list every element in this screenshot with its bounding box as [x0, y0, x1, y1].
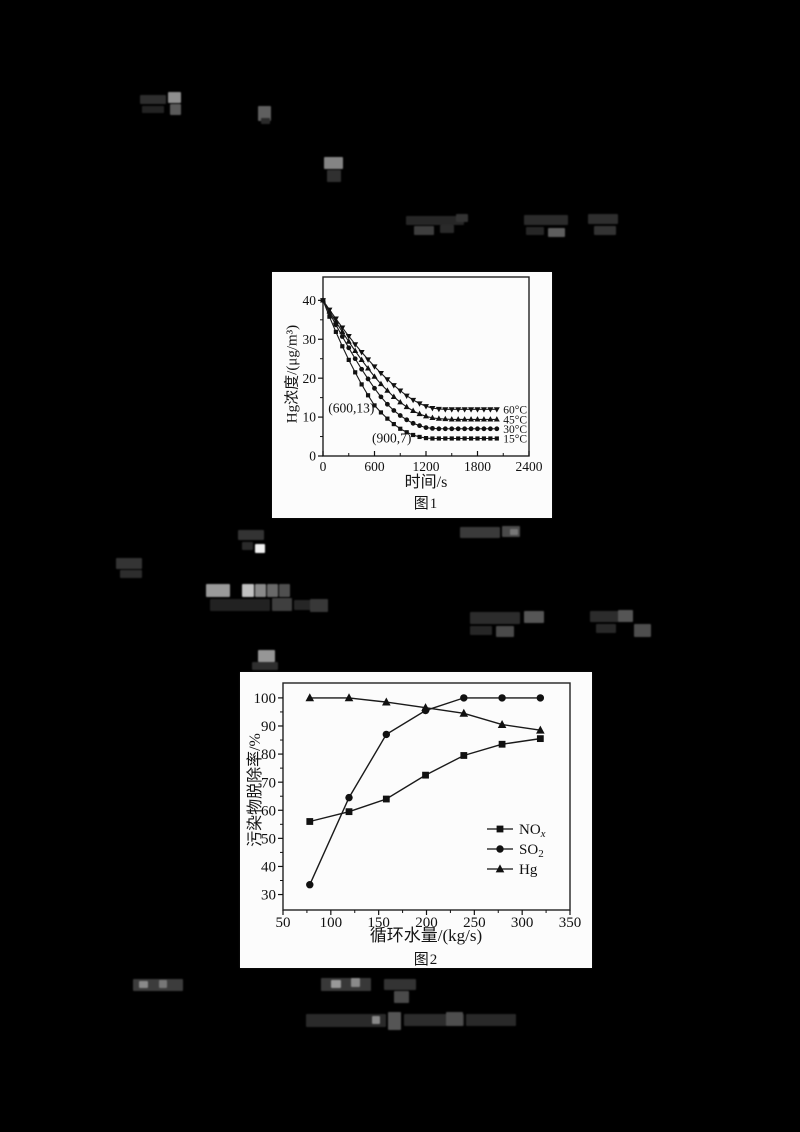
figure2-chart: 50 100 150 200 250 300 350 30 40 50 60 70 80 90 100 NOx…: [254, 682, 582, 931]
svg-text:90: 90: [261, 719, 276, 735]
figure2-panel: 50 100 150 200 250 300 350 30 40 50 60 70 80 90 100 NOx…: [240, 672, 592, 968]
figure1-panel: 0 600 1200 1800 2400 0 10 20 30 40 60°C 45°C 30°C 15°…: [272, 272, 552, 518]
figure1-chart: 0 600 1200 1800 2400 0 10 20 30 40 60°C45°C30°C15°…: [303, 276, 543, 474]
series-end-label: 15°C: [503, 433, 527, 445]
legend-label-SO2: SO2: [519, 842, 544, 860]
figure2-x-axis-title: 循环水量/(kg/s): [369, 926, 483, 945]
svg-text:1800: 1800: [464, 459, 491, 474]
redacted-text-fragment: [238, 528, 272, 554]
redacted-text-fragment: [586, 212, 636, 238]
redacted-text-fragment: [322, 157, 348, 187]
redacted-text-fragment: [140, 92, 188, 118]
svg-text:0: 0: [320, 459, 327, 474]
redacted-text-fragment: [406, 212, 476, 238]
svg-text:80: 80: [261, 747, 276, 763]
svg-text:50: 50: [276, 915, 291, 931]
svg-text:50: 50: [261, 831, 276, 847]
svg-text:70: 70: [261, 775, 276, 791]
series-line-60°C: [322, 300, 497, 410]
point-annotation: (600,13): [328, 401, 374, 416]
svg-text:20: 20: [303, 371, 317, 386]
redacted-text-fragment: [258, 104, 278, 124]
series-end-label: 30°C: [503, 424, 527, 436]
figure1-x-axis-title: 时间/s: [404, 474, 448, 491]
redacted-text-fragment: [321, 974, 377, 1000]
svg-text:40: 40: [303, 293, 317, 308]
legend-label-Hg: Hg: [519, 862, 538, 878]
svg-text:100: 100: [254, 691, 277, 707]
series-end-label: 45°C: [503, 414, 527, 426]
series-line-SO2: [309, 697, 541, 886]
svg-text:600: 600: [364, 459, 385, 474]
series-line-45°C: [322, 300, 497, 420]
redacted-text-fragment: [116, 556, 150, 580]
redacted-text-fragment: [206, 584, 230, 597]
redacted-text-fragment: [306, 1008, 532, 1036]
redacted-text-fragment: [242, 584, 290, 597]
series-end-label: 60°C: [503, 404, 527, 416]
series-line-30°C: [322, 300, 497, 430]
svg-text:30: 30: [261, 888, 276, 904]
redacted-text-fragment: [590, 608, 680, 642]
redacted-text-fragment: [210, 597, 340, 613]
svg-text:200: 200: [415, 915, 438, 931]
svg-text:250: 250: [463, 915, 486, 931]
redacted-text-fragment: [460, 524, 524, 544]
figure2-caption: 图2: [413, 952, 439, 968]
point-annotation: (900,7): [372, 431, 411, 446]
figure2-y-axis-title: 污染物脱除率/%: [247, 733, 264, 847]
svg-text:350: 350: [559, 915, 582, 931]
series-line-15°C: [322, 300, 497, 440]
svg-text:1200: 1200: [413, 459, 440, 474]
svg-text:0: 0: [309, 449, 316, 464]
redacted-text-fragment: [382, 977, 422, 1005]
svg-text:30: 30: [303, 332, 317, 347]
redacted-text-fragment: [524, 212, 580, 240]
svg-text:300: 300: [511, 915, 533, 931]
svg-text:100: 100: [320, 915, 343, 931]
svg-text:10: 10: [303, 410, 317, 425]
figure1-caption: 图1: [413, 496, 439, 512]
figure1-y-axis-title: Hg浓度/(μg/m³): [284, 324, 301, 424]
legend-label-NOx: NOx: [519, 822, 546, 840]
redacted-text-fragment: [133, 975, 187, 999]
svg-text:2400: 2400: [516, 459, 543, 474]
redacted-text-fragment: [252, 648, 288, 672]
svg-text:150: 150: [367, 915, 390, 931]
redacted-text-fragment: [470, 608, 548, 642]
svg-text:60: 60: [261, 803, 276, 819]
svg-text:40: 40: [261, 860, 276, 876]
